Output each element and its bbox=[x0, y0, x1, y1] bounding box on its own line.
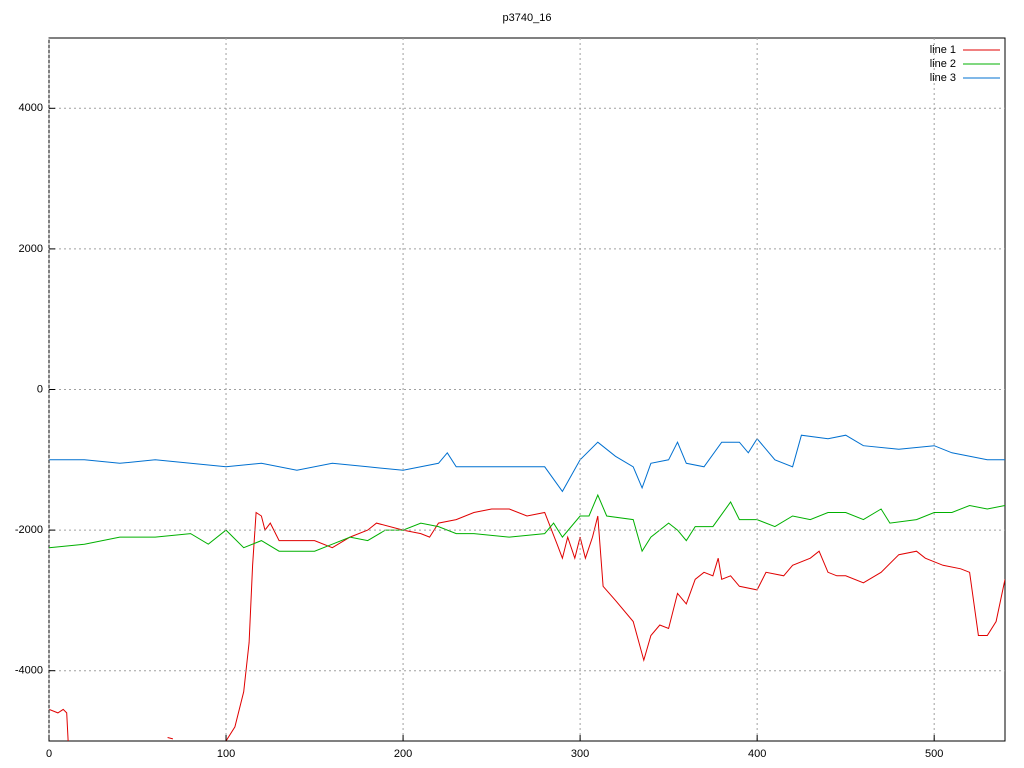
x-tick-label: 300 bbox=[571, 748, 589, 760]
x-tick-label: 400 bbox=[748, 748, 766, 760]
data-line bbox=[49, 434, 1005, 493]
data-line bbox=[49, 493, 1005, 553]
plot-lines bbox=[49, 434, 1005, 741]
y-tick-label: 2000 bbox=[19, 243, 43, 255]
plot-frame bbox=[48, 37, 1006, 742]
legend-label: line 3 bbox=[930, 72, 956, 84]
y-tick-label: 4000 bbox=[19, 102, 43, 114]
y-tick-label: -2000 bbox=[15, 524, 43, 536]
legend-label: line 1 bbox=[930, 44, 956, 56]
x-tick-label: 500 bbox=[925, 748, 943, 760]
x-tick-label: 100 bbox=[217, 748, 235, 760]
y-tick-label: 0 bbox=[37, 383, 43, 395]
legend-label: line 2 bbox=[930, 58, 956, 70]
x-tick-label: 0 bbox=[46, 748, 52, 760]
x-tick-label: 200 bbox=[394, 748, 412, 760]
chart-title: p3740_16 bbox=[503, 12, 552, 24]
y-tick-label: -4000 bbox=[15, 665, 43, 677]
data-line bbox=[49, 508, 1005, 741]
